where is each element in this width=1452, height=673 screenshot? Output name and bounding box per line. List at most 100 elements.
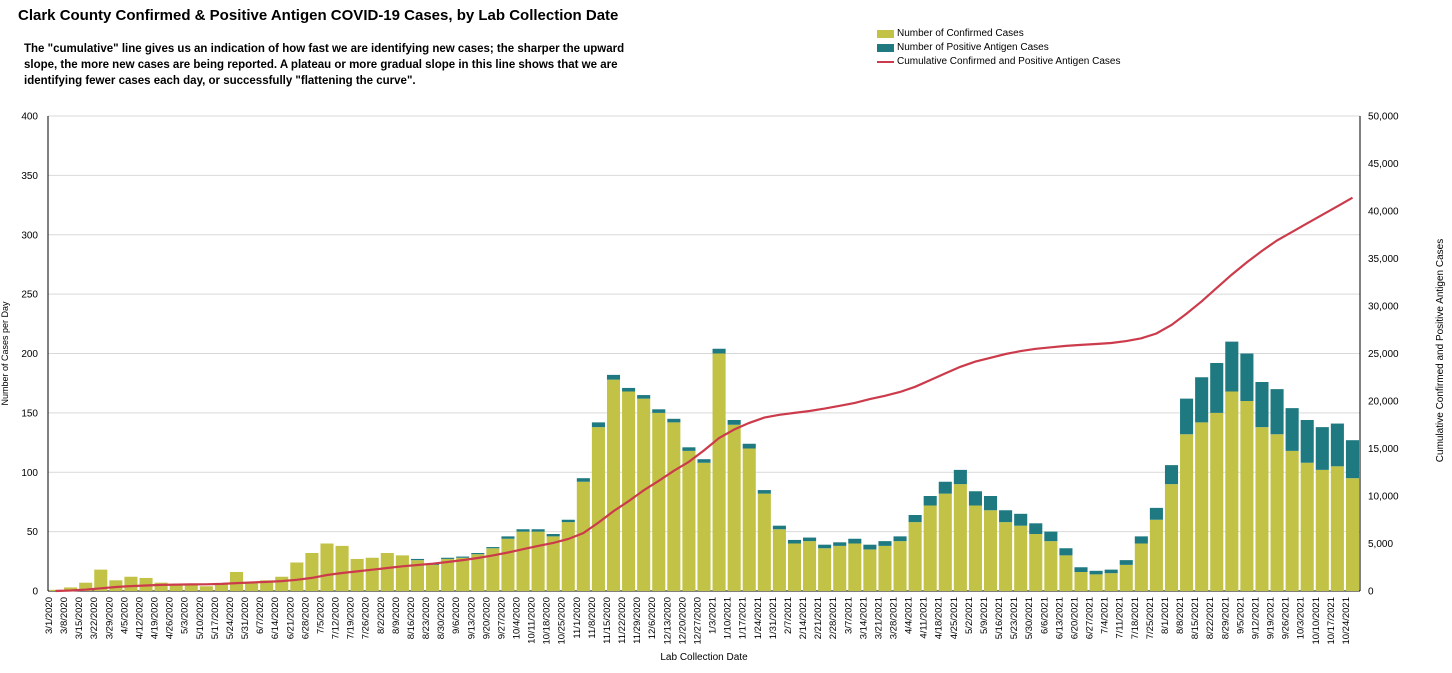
- x-tick-label: 1/31/2021: [768, 597, 779, 639]
- x-tick-label: 3/14/2021: [858, 597, 869, 639]
- bar-confirmed: [64, 587, 78, 591]
- bar-antigen: [1330, 423, 1344, 467]
- bar-antigen: [561, 519, 575, 523]
- y-axis-title: Number of Cases per Day: [0, 301, 10, 406]
- bar-antigen: [1044, 531, 1058, 542]
- bar-antigen: [682, 447, 696, 451]
- bar-confirmed: [109, 580, 123, 591]
- bar-confirmed: [637, 398, 651, 591]
- x-tick-label: 3/15/2020: [74, 597, 85, 639]
- bar-confirmed: [622, 391, 636, 591]
- bar-confirmed: [1029, 534, 1043, 591]
- description-line-2: slope, the more new cases are being repo…: [24, 59, 618, 71]
- legend-item-antigen: Number of Positive Antigen Cases: [877, 41, 1120, 55]
- bar-confirmed: [1210, 412, 1224, 591]
- x-tick-label: 6/7/2020: [255, 597, 266, 634]
- x-tick-label: 4/12/2020: [135, 597, 146, 639]
- bar-antigen: [1225, 341, 1239, 392]
- bar-antigen: [787, 539, 802, 544]
- bar-confirmed: [848, 543, 862, 591]
- y-tick-label: 400: [21, 112, 38, 123]
- x-tick-label: 3/29/2020: [104, 597, 115, 639]
- bar-confirmed: [486, 548, 500, 591]
- y2-tick-label: 5,000: [1368, 539, 1393, 550]
- x-tick-label: 11/22/2020: [617, 597, 628, 644]
- x-tick-label: 5/30/2021: [1024, 597, 1035, 639]
- bar-antigen: [818, 544, 832, 549]
- bar-antigen: [1149, 507, 1163, 520]
- bar-antigen: [622, 387, 636, 392]
- bar-antigen: [1270, 389, 1284, 435]
- y2-tick-label: 50,000: [1368, 112, 1399, 123]
- y2-tick-label: 30,000: [1368, 302, 1399, 313]
- bar-confirmed: [1014, 525, 1028, 591]
- x-axis-title: Lab Collection Date: [660, 652, 748, 663]
- bar-antigen: [456, 556, 470, 558]
- bar-antigen: [1104, 569, 1118, 574]
- x-tick-label: 6/27/2021: [1085, 597, 1096, 639]
- bar-confirmed: [335, 545, 349, 591]
- legend: Number of Confirmed Cases Number of Posi…: [877, 27, 1120, 69]
- bar-antigen: [1210, 363, 1224, 413]
- bar-antigen: [1180, 398, 1194, 435]
- legend-label-cumulative: Cumulative Confirmed and Positive Antige…: [897, 56, 1121, 67]
- x-tick-label: 5/2/2021: [964, 597, 975, 634]
- bar-confirmed: [697, 462, 711, 591]
- bar-antigen: [742, 443, 756, 449]
- x-tick-label: 6/13/2021: [1054, 597, 1065, 639]
- x-tick-label: 7/5/2020: [315, 597, 326, 634]
- x-tick-label: 12/13/2020: [662, 597, 673, 645]
- bar-antigen: [893, 536, 907, 542]
- bar-antigen: [712, 348, 726, 354]
- y2-axis-title: Cumulative Confirmed and Positive Antige…: [1435, 239, 1446, 462]
- bar-confirmed: [667, 422, 681, 591]
- bar-antigen: [803, 537, 817, 542]
- x-tick-label: 4/5/2020: [119, 597, 130, 634]
- bar-confirmed: [320, 543, 334, 591]
- bar-confirmed: [365, 557, 379, 591]
- x-tick-label: 10/11/2020: [527, 597, 538, 644]
- bar-confirmed: [576, 481, 590, 591]
- x-tick-label: 2/7/2021: [783, 597, 794, 634]
- bar-confirmed: [1134, 543, 1148, 591]
- y2-tick-label: 20,000: [1368, 397, 1399, 408]
- bar-confirmed: [923, 505, 937, 591]
- x-tick-label: 8/15/2021: [1190, 597, 1201, 639]
- x-tick-label: 10/25/2020: [557, 597, 568, 645]
- x-tick-label: 8/8/2021: [1175, 597, 1186, 634]
- description-line-3: identifying fewer cases each day, or suc…: [24, 75, 416, 87]
- x-tick-label: 11/8/2020: [587, 597, 598, 639]
- x-tick-label: 9/6/2020: [451, 597, 462, 634]
- x-tick-label: 7/4/2021: [1100, 597, 1111, 634]
- bar-confirmed: [199, 586, 213, 591]
- bar-confirmed: [305, 553, 319, 591]
- bar-confirmed: [426, 564, 440, 591]
- bar-antigen: [757, 490, 771, 494]
- bar-antigen: [516, 529, 530, 532]
- x-tick-label: 3/22/2020: [89, 597, 100, 639]
- bar-antigen: [1089, 570, 1103, 575]
- x-tick-label: 7/18/2021: [1130, 597, 1141, 639]
- bar-confirmed: [214, 583, 228, 591]
- bar-confirmed: [1315, 469, 1329, 591]
- bar-confirmed: [380, 553, 394, 591]
- bar-antigen: [546, 534, 560, 537]
- x-tick-label: 1/10/2021: [723, 597, 734, 639]
- bar-antigen: [953, 469, 967, 485]
- x-tick-label: 10/4/2020: [512, 597, 523, 639]
- bar-confirmed: [968, 505, 982, 591]
- bar-confirmed: [893, 541, 907, 591]
- x-tick-label: 9/26/2021: [1281, 597, 1292, 639]
- x-tick-label: 8/30/2020: [436, 597, 447, 639]
- x-tick-label: 2/14/2021: [798, 597, 809, 639]
- bar-confirmed: [1059, 555, 1073, 591]
- bar-confirmed: [1195, 422, 1209, 591]
- bar-antigen: [1059, 548, 1073, 556]
- x-tick-label: 3/1/2020: [44, 597, 55, 634]
- cumulative-line: [55, 196, 1354, 593]
- bar-confirmed: [350, 558, 364, 591]
- description-line-1: The "cumulative" line gives us an indica…: [24, 43, 625, 55]
- bar-confirmed: [652, 412, 666, 591]
- bar-confirmed: [124, 576, 138, 591]
- bar-confirmed: [501, 538, 515, 591]
